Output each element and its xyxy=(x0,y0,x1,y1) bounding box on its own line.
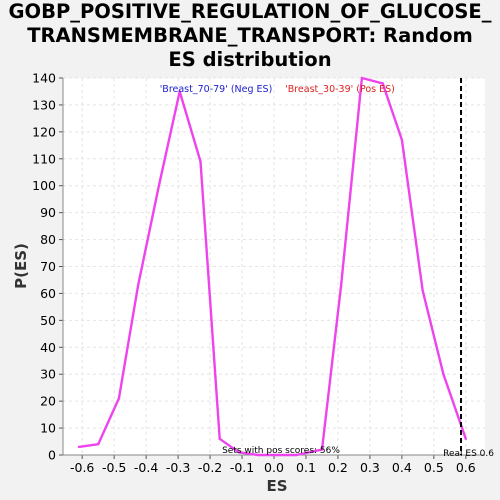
real-es-annotation: Real ES 0.6 xyxy=(443,449,494,459)
es-data-point xyxy=(421,289,424,292)
series-layer xyxy=(77,76,468,457)
x-tick-label: -0.3 xyxy=(166,460,190,475)
y-tick-label: 130 xyxy=(32,97,56,112)
y-tick-label: 120 xyxy=(32,124,56,139)
legend-pos-label: 'Breast_30-39' (Pos ES) xyxy=(285,84,395,95)
x-tick-label: -0.5 xyxy=(102,460,126,475)
es-data-point xyxy=(381,82,384,85)
chart-title-line-1: GOBP_POSITIVE_REGULATION_OF_GLUCOSE_ xyxy=(8,0,492,23)
chart-title-line-3: ES distribution xyxy=(168,48,332,71)
es-data-point xyxy=(96,443,100,446)
y-axis-label: P(ES) xyxy=(12,243,30,289)
es-data-point xyxy=(360,76,364,80)
es-data-point xyxy=(320,448,324,451)
es-data-point xyxy=(136,284,140,287)
x-tick-label: 0.6 xyxy=(456,460,476,475)
es-data-point xyxy=(275,453,279,457)
y-tick-label: 10 xyxy=(40,421,56,436)
es-data-point xyxy=(178,90,181,93)
x-tick-label: 0.5 xyxy=(424,460,444,475)
y-tick-label: 60 xyxy=(40,286,56,301)
x-tick-label: -0.2 xyxy=(198,460,222,475)
x-tick-label: 0.3 xyxy=(360,460,380,475)
y-tick-label: 50 xyxy=(40,313,56,328)
y-tick-label: 110 xyxy=(32,151,56,166)
grid xyxy=(63,77,485,456)
es-data-point xyxy=(295,453,298,457)
pos-scores-annotation: Sets with pos scores: 56% xyxy=(222,446,340,456)
es-data-point xyxy=(199,160,202,163)
es-data-point xyxy=(237,451,241,454)
es-data-point xyxy=(77,445,81,449)
es-data-point xyxy=(218,437,221,441)
legend-neg-label: 'Breast_70-79' (Neg ES) xyxy=(160,84,273,95)
es-data-point xyxy=(157,184,161,187)
x-tick-label: -0.1 xyxy=(230,460,254,475)
x-tick-label: 0.2 xyxy=(328,460,348,475)
y-tick-label: 80 xyxy=(40,232,56,247)
es-data-point xyxy=(339,284,343,287)
y-tick-label: 140 xyxy=(32,71,56,86)
es-data-point xyxy=(400,138,404,142)
es-distribution-line xyxy=(78,76,467,457)
x-tick-label: 0.1 xyxy=(296,460,316,475)
chart-title: GOBP_POSITIVE_REGULATION_OF_GLUCOSE_ TRA… xyxy=(0,0,500,72)
x-tick-label: -0.4 xyxy=(134,460,158,475)
chart-title-line-2: TRANSMEMBRANE_TRANSPORT: Random xyxy=(27,24,473,47)
y-tick-label: 40 xyxy=(40,340,56,355)
y-tick-label: 0 xyxy=(48,448,56,463)
y-tick-label: 70 xyxy=(40,259,56,274)
y-tick-label: 90 xyxy=(40,205,56,220)
y-tick-label: 20 xyxy=(40,394,56,409)
x-tick-label: -0.6 xyxy=(70,460,94,475)
es-data-point xyxy=(117,397,121,400)
es-data-point xyxy=(464,437,468,441)
es-data-point xyxy=(256,453,260,457)
y-tick-label: 30 xyxy=(40,367,56,382)
x-tick-label: 0.4 xyxy=(392,460,412,475)
x-tick-label: 0.0 xyxy=(264,460,284,475)
x-axis-label: ES xyxy=(266,477,287,495)
es-data-point xyxy=(442,373,445,376)
y-tick-label: 100 xyxy=(32,178,56,193)
axes: 0 10 20 30 40 50 60 70 80 90 100 110 120 130 140 -0.6 -0… xyxy=(32,71,485,475)
